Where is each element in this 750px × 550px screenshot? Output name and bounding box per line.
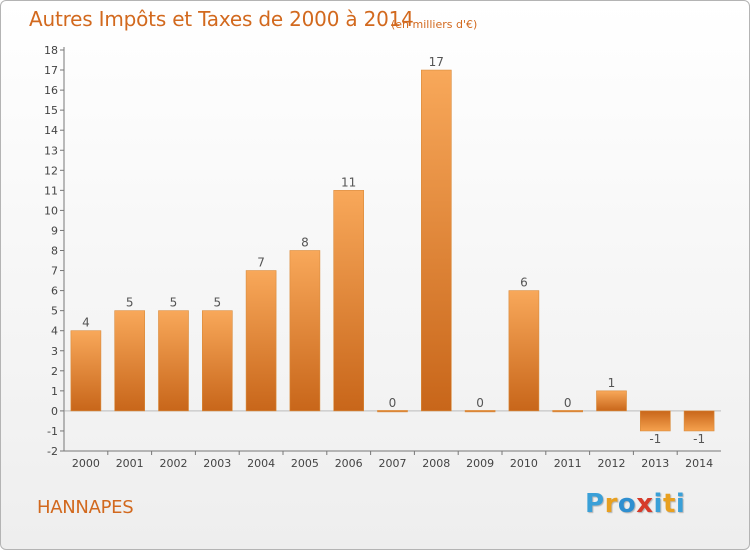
y-tick-label: -2 — [47, 445, 58, 458]
data-label: 6 — [520, 276, 528, 290]
bar — [114, 310, 145, 412]
x-tick-label: 2009 — [466, 457, 494, 470]
logo-letter: o — [617, 489, 637, 519]
data-label: -1 — [649, 432, 661, 446]
bars — [70, 69, 715, 432]
y-tick-label: 14 — [44, 124, 58, 137]
data-label: 5 — [126, 296, 134, 310]
x-tick-label: 2008 — [422, 457, 450, 470]
y-tick-label: 4 — [51, 325, 58, 338]
data-label: 5 — [170, 296, 178, 310]
chart-title: Autres Impôts et Taxes de 2000 à 2014 — [29, 7, 414, 31]
proxiti-logo: Proxiti — [585, 489, 685, 519]
bar — [596, 390, 627, 412]
chart-unit: (en milliers d'€) — [391, 18, 478, 31]
y-tick-label: 11 — [44, 184, 58, 197]
labels: 2000 4 2001 5 2002 5 2003 5 2004 7 2005 8 2006 11 2007… — [72, 55, 713, 470]
logo-letter: x — [636, 489, 654, 519]
y-tick-label: 0 — [51, 405, 58, 418]
data-label: 5 — [213, 296, 221, 310]
y-tick-label: 2 — [51, 365, 58, 378]
x-tick-label: 2002 — [160, 457, 188, 470]
data-label: 4 — [82, 316, 90, 330]
x-tick-label: 2004 — [247, 457, 275, 470]
bar — [70, 330, 102, 412]
y-tick-label: 18 — [44, 44, 58, 57]
data-label: 1 — [608, 376, 616, 390]
y-tick-label: 15 — [44, 104, 58, 117]
bar — [202, 310, 233, 412]
x-tick-label: 2010 — [510, 457, 538, 470]
bar — [377, 410, 408, 413]
bar — [464, 410, 496, 413]
bar — [289, 250, 321, 412]
bar — [508, 290, 540, 412]
x-tick-label: 2001 — [116, 457, 144, 470]
x-tick-label: 2000 — [72, 457, 100, 470]
y-tick-label: 6 — [51, 285, 58, 298]
data-label: 0 — [389, 396, 397, 410]
bar — [420, 69, 452, 412]
x-tick-label: 2013 — [641, 457, 669, 470]
y-tick-label: 12 — [44, 164, 58, 177]
x-tick-label: 2014 — [685, 457, 713, 470]
y-tick-label: 16 — [44, 84, 58, 97]
bar — [333, 190, 365, 412]
logo-letter: r — [604, 489, 618, 519]
y-tick-label: 3 — [51, 345, 58, 358]
logo-letter: P — [585, 489, 605, 519]
x-tick-label: 2003 — [203, 457, 231, 470]
x-tick-label: 2012 — [598, 457, 626, 470]
y-tick-label: 10 — [44, 204, 58, 217]
y-tick-label: 13 — [44, 144, 58, 157]
y-tick-label: 17 — [44, 64, 58, 77]
location-name: HANNAPES — [37, 497, 134, 518]
x-tick-label: 2006 — [335, 457, 363, 470]
data-label: 7 — [257, 256, 265, 270]
data-label: 0 — [476, 396, 484, 410]
bar — [639, 410, 671, 432]
x-tick-label: 2011 — [554, 457, 582, 470]
y-tick-label: 8 — [51, 245, 58, 258]
bar — [158, 310, 189, 412]
data-label: 11 — [341, 175, 356, 189]
y-tick-label: -1 — [47, 425, 58, 438]
bar — [552, 410, 584, 413]
logo-letter: i — [653, 489, 663, 519]
data-label: 0 — [564, 396, 572, 410]
bar — [683, 410, 715, 432]
x-tick-label: 2007 — [379, 457, 407, 470]
y-tick-label: 9 — [51, 224, 58, 237]
logo-letter: i — [675, 489, 686, 519]
data-label: -1 — [693, 432, 705, 446]
y-tick-label: 7 — [51, 265, 58, 278]
logo-letter: t — [662, 489, 676, 519]
y-tick-label: 5 — [51, 305, 58, 318]
x-tick-label: 2005 — [291, 457, 319, 470]
y-tick-label: 1 — [51, 385, 58, 398]
data-label: 8 — [301, 236, 309, 250]
bar — [245, 270, 277, 412]
data-label: 17 — [429, 55, 444, 69]
